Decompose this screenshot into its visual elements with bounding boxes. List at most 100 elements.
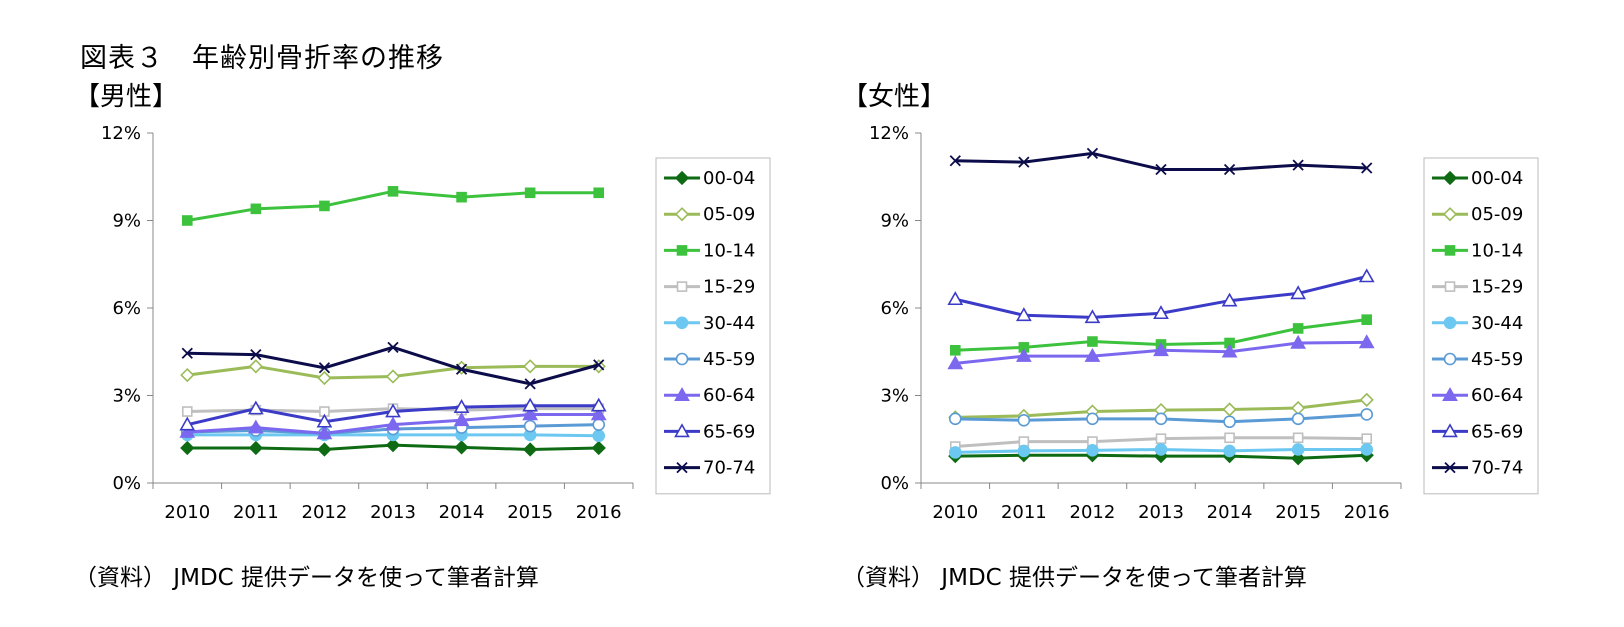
female-y-tick-label: 0% <box>880 473 909 494</box>
male-data-point <box>180 440 195 456</box>
male-data-point <box>387 186 399 197</box>
male-legend-label: 30-44 <box>703 313 755 334</box>
male-source-note: （資料） JMDC 提供データを使って筆者計算 <box>74 565 539 591</box>
female-data-point <box>1153 305 1169 320</box>
female-legend-item: 30-44 <box>1432 313 1523 334</box>
male-data-point <box>523 359 538 374</box>
female-data-point <box>1017 413 1031 427</box>
female-data-point <box>1223 415 1236 429</box>
female-data-point <box>1223 163 1236 176</box>
male-legend-item: 10-14 <box>664 240 755 261</box>
male-data-point <box>385 416 401 431</box>
male-data-point <box>522 397 539 412</box>
male-data-point <box>524 187 536 199</box>
male-data-point <box>248 359 263 374</box>
male-data-point <box>592 418 606 431</box>
male-data-point <box>590 406 607 421</box>
male-legend-item: 00-04 <box>664 168 755 189</box>
male-legend-swatch-marker <box>676 245 688 256</box>
female-legend-label: 45-59 <box>1471 349 1523 370</box>
male-legend: 00-04 05-09 10-14 15-29 30-44 45-59 60-64 65-69… <box>655 157 771 495</box>
male-data-point <box>179 423 196 438</box>
female-x-tick-label: 2010 <box>932 502 978 523</box>
male-legend-item: 30-44 <box>664 313 755 334</box>
female-data-point <box>1086 444 1099 457</box>
male-legend-swatch-marker <box>676 461 688 474</box>
male-series-00-04 <box>180 437 606 457</box>
male-data-point <box>250 349 262 361</box>
male-x-tick-label: 2013 <box>370 502 416 523</box>
female-x-tick-label: 2013 <box>1138 502 1184 523</box>
female-data-point <box>949 155 961 167</box>
female-legend-label: 60-64 <box>1471 385 1523 406</box>
female-legend-item: 45-59 <box>1432 349 1523 370</box>
male-series-70-74 <box>181 341 605 390</box>
male-legend-label: 15-29 <box>703 277 755 298</box>
female-legend-item: 05-09 <box>1432 204 1523 225</box>
male-data-point <box>522 406 539 421</box>
male-y-tick-label: 3% <box>112 386 141 407</box>
female-x-tick-label: 2016 <box>1344 502 1390 523</box>
male-line-chart: 0%3%6%9%12%2010 2011 2012 2013 2014 2015 20160… <box>101 123 771 523</box>
female-series-line <box>955 151 1367 171</box>
female-legend-swatch-marker <box>1443 352 1457 366</box>
female-series-30-44 <box>948 443 1374 459</box>
male-legend-swatch-marker <box>675 352 689 366</box>
male-data-point <box>318 362 331 374</box>
male-legend-label: 10-14 <box>703 240 755 261</box>
female-legend-swatch-marker <box>1442 170 1458 186</box>
female-data-point <box>1153 342 1169 357</box>
female-legend-label: 65-69 <box>1471 421 1523 442</box>
male-data-point <box>385 369 401 384</box>
female-line-chart: 0%3%6%9%12%2010 2011 2012 2013 2014 2015 20160… <box>869 123 1539 523</box>
female-data-point <box>1221 292 1238 307</box>
male-legend-label: 60-64 <box>703 385 755 406</box>
female-data-point <box>1292 159 1304 171</box>
female-legend: 00-04 05-09 10-14 15-29 30-44 45-59 60-64 65-69… <box>1423 157 1539 495</box>
male-data-point <box>247 419 264 434</box>
male-legend-swatch-marker <box>675 316 689 330</box>
male-axes: 0% 3% 6% 9% 12% 2010 2011 2012 2013 2014 2015 2016 <box>101 123 634 523</box>
female-legend-label: 15-29 <box>1471 277 1523 298</box>
female-data-point <box>1015 347 1032 362</box>
female-legend-swatch-marker <box>1442 387 1458 402</box>
figure-title: 図表３ 年齢別骨折率の推移 <box>80 43 444 74</box>
female-legend-swatch-marker <box>1442 207 1458 222</box>
male-data-point <box>181 347 193 359</box>
male-data-point <box>248 440 263 456</box>
female-data-point <box>1290 334 1307 349</box>
male-data-point <box>590 397 607 412</box>
female-data-point <box>1360 443 1374 456</box>
female-legend-swatch-marker <box>1444 461 1456 474</box>
female-data-point <box>948 446 962 459</box>
female-data-point <box>1221 343 1238 358</box>
male-data-point <box>591 440 606 456</box>
male-data-point <box>593 359 605 371</box>
male-data-point <box>179 416 196 431</box>
female-y-tick-label: 12% <box>869 123 909 144</box>
female-data-point <box>1358 268 1375 283</box>
female-series-60-64 <box>947 334 1375 370</box>
male-legend-label: 05-09 <box>703 204 755 225</box>
male-data-point <box>385 437 401 453</box>
female-legend-swatch-marker <box>1444 281 1456 292</box>
female-y-tick-label: 3% <box>880 386 909 407</box>
male-series-60-64 <box>179 406 607 440</box>
female-source-note: （資料） JMDC 提供データを使って筆者計算 <box>842 565 1307 591</box>
male-y-tick-label: 6% <box>112 298 141 319</box>
female-data-point <box>1017 444 1031 458</box>
female-data-point <box>1292 323 1304 334</box>
male-legend-item: 45-59 <box>664 349 755 370</box>
female-legend-item: 65-69 <box>1432 421 1523 442</box>
male-data-point <box>523 419 537 433</box>
male-x-tick-label: 2010 <box>164 502 210 523</box>
male-legend-item: 15-29 <box>664 277 755 298</box>
male-legend-label: 65-69 <box>703 421 755 442</box>
male-chart-title: 【男性】 <box>74 82 179 112</box>
male-x-tick-label: 2015 <box>507 502 553 523</box>
female-data-point <box>1086 147 1099 160</box>
male-legend-label: 70-74 <box>703 458 755 479</box>
male-data-point <box>592 429 606 443</box>
male-legend-item: 60-64 <box>664 385 755 406</box>
female-x-tick-label: 2014 <box>1207 502 1253 523</box>
